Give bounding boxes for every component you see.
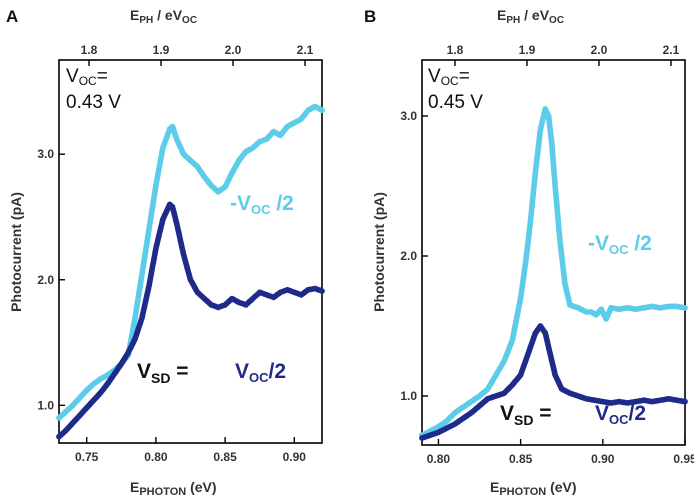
panel-b-dark-series-label: VOC/2 — [595, 402, 646, 427]
panel-a-x-tick-label: 0.75 — [75, 450, 99, 464]
panel-b-y-axis-title: Photocurrent (pA) — [371, 192, 387, 312]
panel-b: B EPH / eVOC Photocurrent (pA) EPHOTON (… — [364, 7, 694, 498]
panel-b-top-axis-title: EPH / eVOC — [497, 7, 564, 26]
panel-a-x-axis-title: EPHOTON (eV) — [130, 479, 217, 498]
panel-a-series-light — [56, 103, 325, 421]
data-point — [682, 304, 688, 311]
panel-a-y-tick-label: 1.0 — [37, 398, 54, 412]
panel-a-dark-series-label: VOC/2 — [235, 360, 286, 385]
panel-a-x-tick-label: 0.80 — [144, 450, 168, 464]
panel-b-y-tick-label: 1.0 — [400, 389, 417, 403]
panel-a-top-tick-label: 1.9 — [153, 43, 170, 57]
panel-b-x-tick-label: 0.80 — [427, 452, 451, 466]
panel-b-plot-frame — [421, 59, 686, 446]
panel-a: A EPH / eVOC Photocurrent (pA) EPHOTON (… — [6, 7, 325, 498]
panel-a-y-axis-title: Photocurrent (pA) — [8, 192, 24, 312]
panel-b-ticks: 0.80 0.85 0.90 0.95 1.0 2.0 3.0 1.8 1.9 2.0 2.1 — [400, 43, 694, 466]
panel-b-top-tick-label: 2.0 — [591, 43, 608, 57]
panel-a-top-tick-label: 1.8 — [81, 43, 98, 57]
panel-a-ticks: 0.75 0.80 0.85 0.90 1.0 2.0 3.0 1.8 1.9 2.0 2.1 — [37, 43, 313, 464]
panel-b-top-tick-label: 1.8 — [447, 43, 464, 57]
panel-a-y-tick-label: 2.0 — [37, 273, 54, 287]
panel-b-top-tick-label: 2.1 — [663, 43, 680, 57]
panel-b-x-tick-label: 0.90 — [591, 452, 615, 466]
data-point — [319, 107, 325, 114]
panel-b-y-tick-label: 3.0 — [400, 109, 417, 123]
panel-letter-b: B — [364, 7, 376, 26]
panel-b-voc-value: 0.45 V — [428, 92, 483, 113]
panel-b-x-tick-label: 0.95 — [673, 452, 694, 466]
panel-a-light-series-label: -VOC /2 — [230, 192, 294, 217]
panel-b-series — [419, 106, 688, 441]
panel-a-series-dark — [56, 201, 325, 440]
panel-a-x-tick-label: 0.90 — [283, 450, 307, 464]
panel-b-light-series-label: -VOC /2 — [588, 232, 652, 257]
panel-b-x-axis-title: EPHOTON (eV) — [490, 479, 577, 498]
panel-b-y-tick-label: 2.0 — [400, 249, 417, 263]
panel-a-series — [56, 103, 325, 440]
panel-a-x-tick-label: 0.85 — [213, 450, 237, 464]
panel-a-plot-frame — [58, 59, 323, 444]
panel-a-top-tick-label: 2.0 — [225, 43, 242, 57]
data-point — [319, 288, 325, 294]
data-point — [682, 398, 688, 405]
panel-a-voc-value: 0.43 V — [66, 92, 121, 113]
panel-b-voc-label: VOC= — [428, 66, 470, 88]
panel-b-vsd-label: VSD = — [500, 402, 552, 428]
panel-letter-a: A — [6, 7, 18, 26]
panel-a-voc-label: VOC= — [66, 66, 108, 88]
panel-b-x-tick-label: 0.85 — [509, 452, 533, 466]
panel-a-top-tick-label: 2.1 — [297, 43, 314, 57]
panel-a-y-tick-label: 3.0 — [37, 147, 54, 161]
panel-b-series-dark — [419, 323, 688, 441]
panel-b-top-tick-label: 1.9 — [519, 43, 536, 57]
panel-b-series-light — [419, 106, 688, 439]
panel-a-top-axis-title: EPH / eVOC — [130, 7, 197, 26]
panel-a-vsd-label: VSD = — [137, 360, 189, 386]
